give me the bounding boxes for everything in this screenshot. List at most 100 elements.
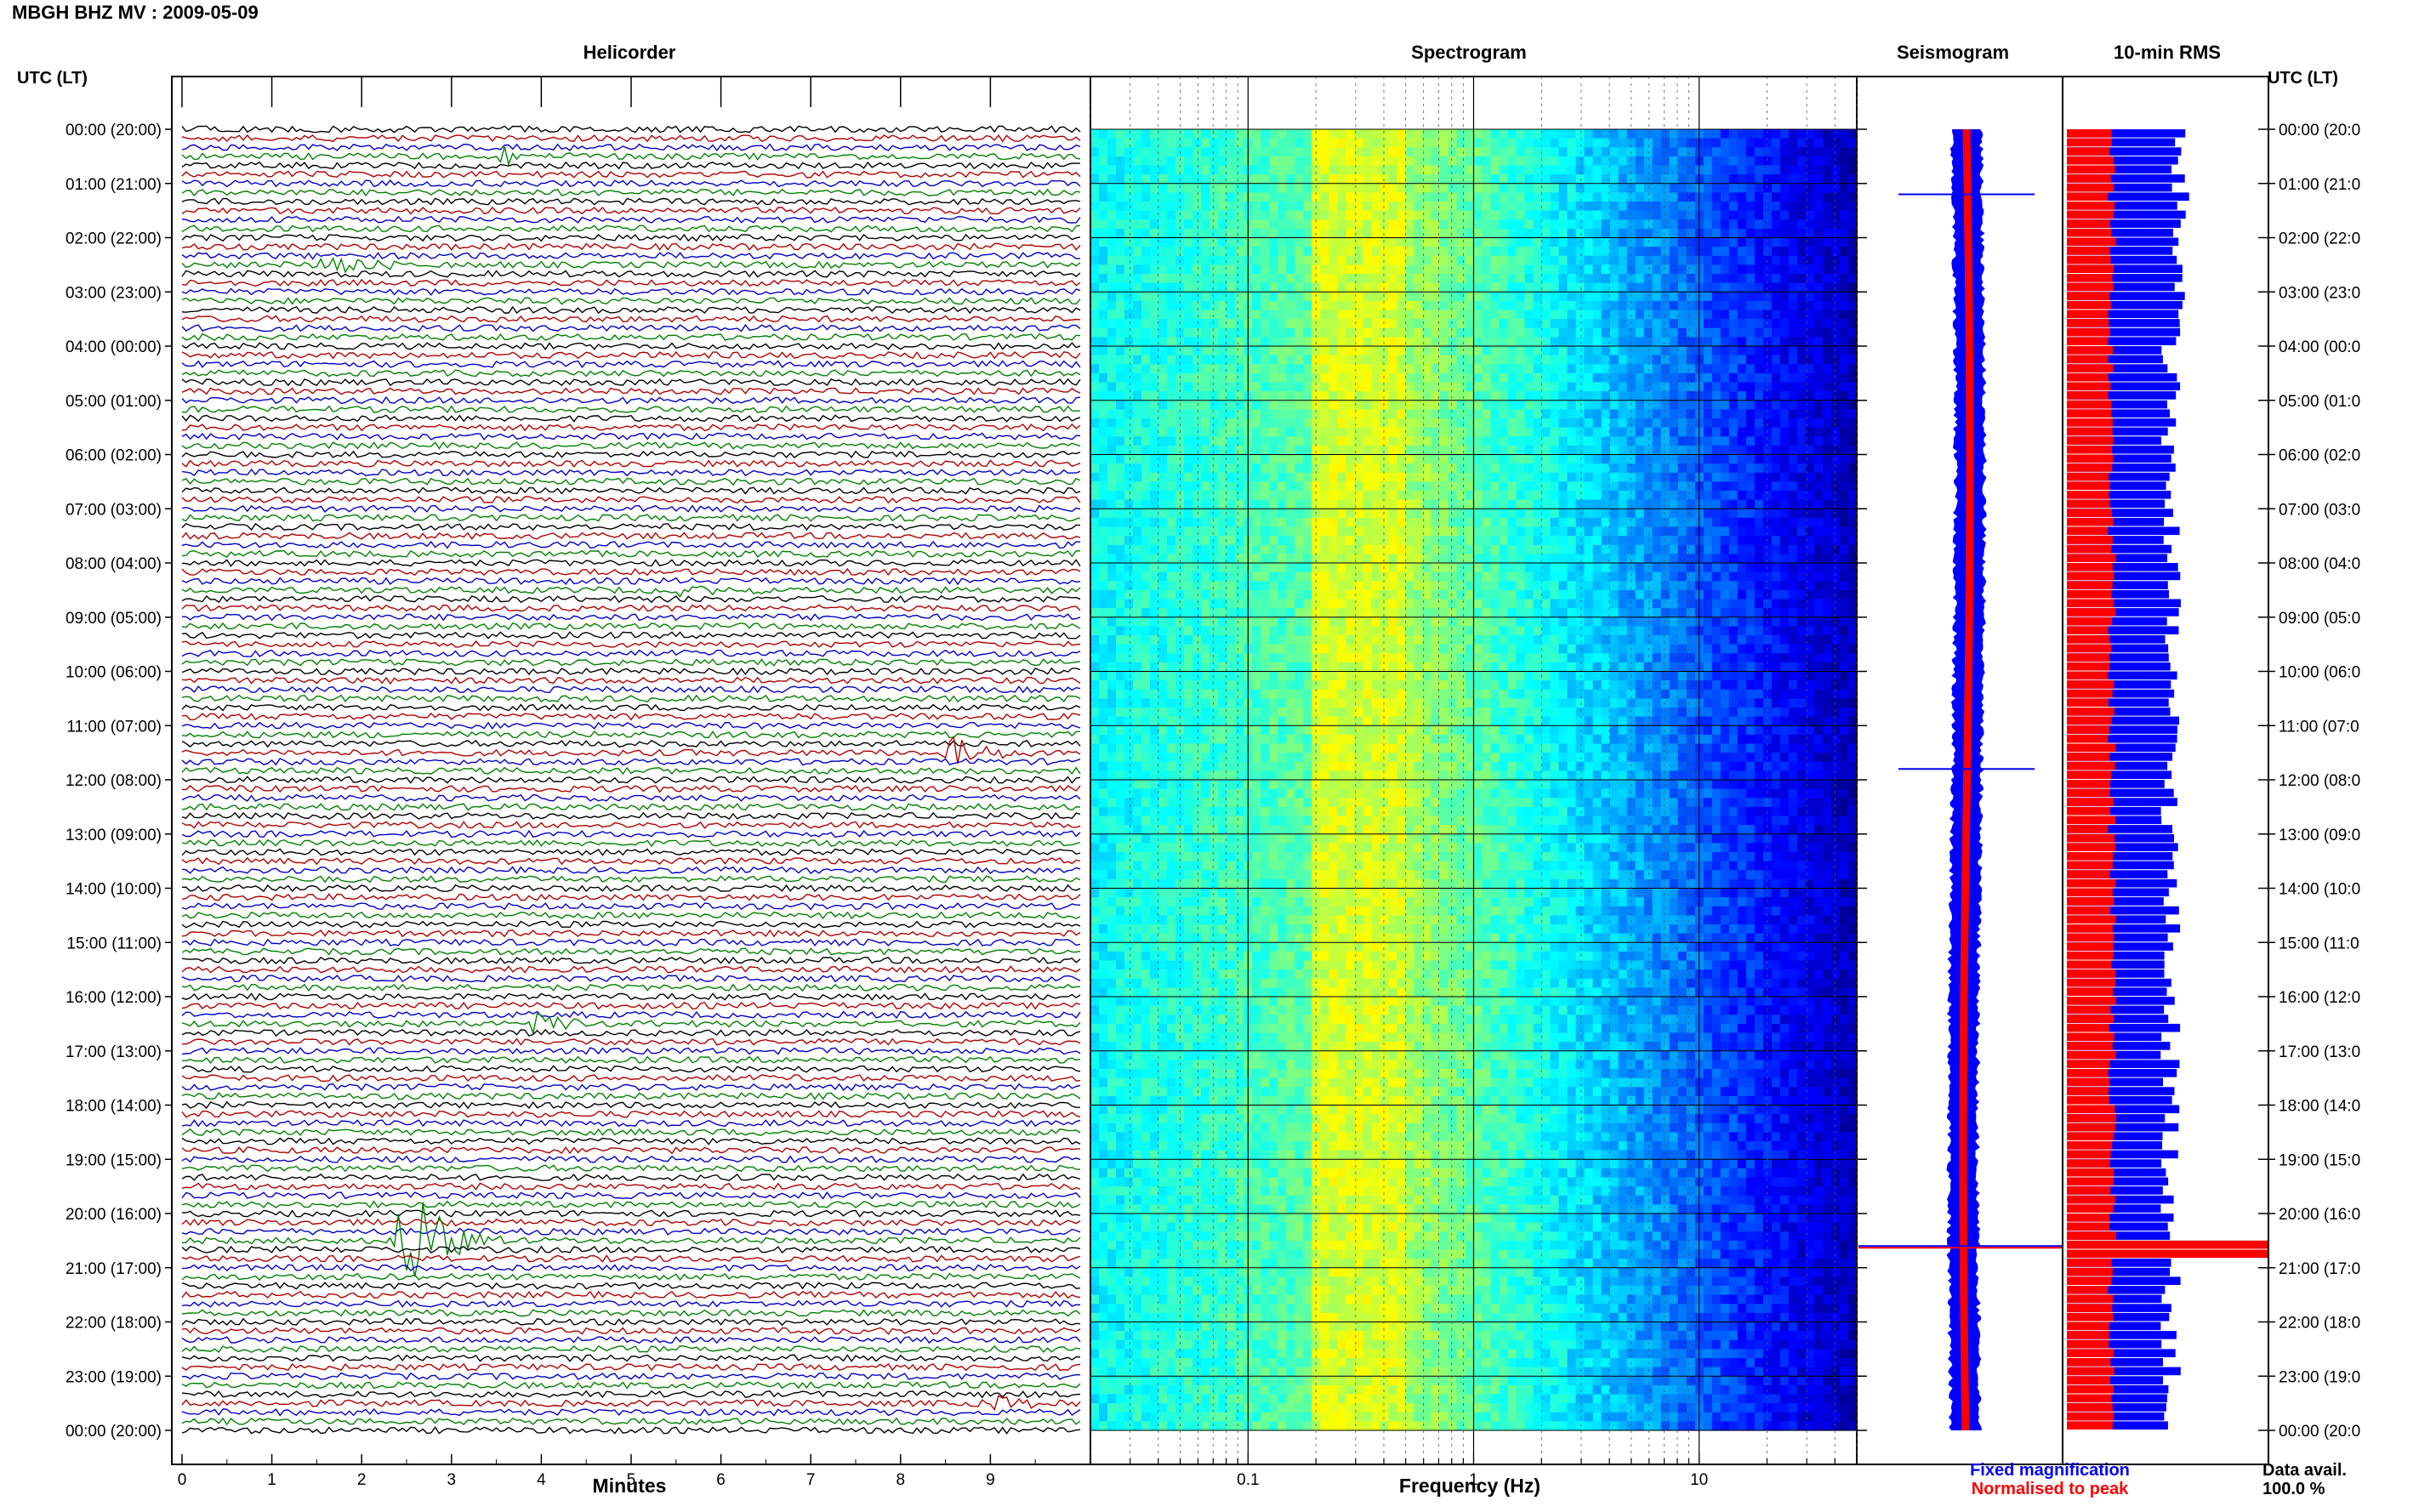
time-label-right: 00:00 (20:0 bbox=[2279, 122, 2360, 139]
rms-bar-fixed bbox=[2067, 1141, 2162, 1150]
rms-bar-normalised bbox=[2067, 571, 2114, 581]
helicorder-tick-label: 6 bbox=[716, 1471, 726, 1489]
rms-bar-fixed bbox=[2067, 544, 2172, 554]
helicorder-trace bbox=[181, 965, 1081, 974]
rms-bar-normalised bbox=[2067, 554, 2116, 562]
rms-bar-normalised bbox=[2067, 626, 2109, 634]
rms-bar-normalised bbox=[2067, 852, 2114, 861]
rms-bar-normalised bbox=[2067, 1259, 2112, 1267]
rms-bar-normalised bbox=[2067, 1294, 2114, 1304]
rms-bar-fixed bbox=[2067, 509, 2173, 517]
helicorder-trace bbox=[181, 549, 1081, 558]
helicorder-trace bbox=[181, 342, 1081, 350]
helicorder-trace bbox=[181, 1012, 1081, 1036]
rms-bar-fixed bbox=[2067, 608, 2179, 617]
time-label-left: 17:00 (13:00) bbox=[65, 1043, 162, 1061]
helicorder-trace bbox=[181, 1327, 1081, 1335]
rms-bar-fixed bbox=[2067, 662, 2171, 671]
rms-bar-normalised bbox=[2067, 743, 2116, 753]
rms-bar-fixed bbox=[2067, 427, 2168, 436]
rms-bar-normalised bbox=[2067, 1032, 2114, 1042]
helicorder-trace bbox=[181, 1272, 1081, 1282]
rms-bar-fixed bbox=[2067, 978, 2171, 987]
helicorder-trace bbox=[181, 1254, 1081, 1263]
time-label-right: 06:00 (02:0 bbox=[2279, 447, 2360, 465]
rms-bar-fixed bbox=[2067, 156, 2178, 165]
helicorder-trace bbox=[181, 414, 1081, 423]
rms-bar-normalised bbox=[2067, 888, 2113, 897]
rms-bar-fixed bbox=[2067, 327, 2181, 337]
helicorder-trace bbox=[181, 1395, 1081, 1412]
rms-bar-normalised bbox=[2067, 725, 2109, 734]
helicorder-trace bbox=[181, 360, 1081, 368]
rms-bar-fixed bbox=[2067, 481, 2166, 490]
helicorder-trace bbox=[181, 459, 1081, 468]
rms-bar-fixed bbox=[2067, 372, 2177, 382]
helicorder-trace bbox=[181, 179, 1081, 188]
rms-bar-normalised bbox=[2067, 653, 2109, 662]
rms-bar-fixed bbox=[2067, 581, 2168, 589]
time-label-left: 20:00 (16:00) bbox=[65, 1206, 162, 1224]
time-label-right: 12:00 (08:0 bbox=[2279, 772, 2360, 790]
rms-bar-fixed bbox=[2067, 264, 2183, 273]
helicorder-trace bbox=[182, 1055, 1081, 1065]
helicorder-trace bbox=[181, 821, 1081, 829]
rms-bar-normalised bbox=[2067, 671, 2109, 680]
rms-bar-normalised bbox=[2067, 237, 2116, 247]
time-label-right: 15:00 (11:0 bbox=[2279, 935, 2359, 952]
time-label-right: 21:00 (17:0 bbox=[2279, 1260, 2360, 1278]
rms-bar-normalised bbox=[2067, 327, 2110, 337]
helicorder-trace bbox=[181, 270, 1081, 278]
rms-bar-normalised bbox=[2067, 915, 2116, 924]
time-label-right: 11:00 (07:0 bbox=[2279, 718, 2359, 736]
rms-bars bbox=[2067, 129, 2268, 1430]
rms-bar-fixed bbox=[2067, 1095, 2172, 1105]
time-label-left: 21:00 (17:00) bbox=[65, 1260, 162, 1278]
rms-bar-normalised bbox=[2067, 156, 2114, 165]
helicorder-title: Helicorder bbox=[583, 42, 676, 63]
rms-bar-fixed bbox=[2067, 517, 2165, 526]
helicorder-trace bbox=[181, 1100, 1080, 1110]
helicorder-trace bbox=[181, 631, 1081, 639]
rms-bar-fixed bbox=[2067, 247, 2173, 255]
time-label-right: 13:00 (09:0 bbox=[2279, 827, 2360, 844]
rms-bar-normalised bbox=[2067, 391, 2109, 400]
time-label-left: 15:00 (11:00) bbox=[66, 935, 162, 952]
rms-bar-fixed bbox=[2067, 1322, 2161, 1331]
rms-bar-normalised bbox=[2067, 788, 2110, 798]
rms-bar-fixed bbox=[2067, 300, 2183, 310]
figure-title: MBGH BHZ MV : 2009-05-09 bbox=[12, 2, 259, 23]
rms-bar-fixed bbox=[2067, 1331, 2177, 1339]
helicorder-trace bbox=[181, 531, 1081, 540]
helicorder-trace bbox=[181, 378, 1081, 387]
helicorder-trace bbox=[181, 257, 1081, 274]
rms-bar-normalised bbox=[2067, 1123, 2115, 1132]
helicorder-trace bbox=[181, 1344, 1081, 1354]
rms-bar-fixed bbox=[2067, 1403, 2166, 1412]
rms-bar-normalised bbox=[2067, 689, 2113, 698]
rms-bar-fixed bbox=[2067, 716, 2179, 725]
rms-bar-fixed bbox=[2067, 472, 2170, 481]
legend-fixed: Fixed magnification bbox=[1970, 1461, 2130, 1480]
rms-bar-fixed bbox=[2067, 770, 2172, 779]
helicorder-trace bbox=[181, 838, 1081, 848]
rms-bar-normalised bbox=[2067, 1384, 2114, 1394]
rms-bar-fixed bbox=[2067, 743, 2176, 753]
helicorder-trace bbox=[181, 134, 1081, 143]
time-label-left: 06:00 (02:00) bbox=[65, 447, 162, 465]
rms-bar-fixed bbox=[2067, 924, 2181, 933]
rms-bar-normalised bbox=[2067, 1105, 2115, 1114]
rms-bar-normalised bbox=[2067, 924, 2113, 933]
helicorder-trace bbox=[181, 1137, 1081, 1145]
rms-bar-normalised bbox=[2067, 906, 2110, 915]
right-axis-header: UTC (LT) bbox=[2268, 69, 2338, 88]
helicorder-trace bbox=[181, 432, 1081, 441]
rms-bar-fixed bbox=[2067, 635, 2166, 644]
rms-bar-normalised bbox=[2067, 1412, 2114, 1421]
helicorder-trace bbox=[181, 1227, 1081, 1236]
rms-bar-normalised bbox=[2067, 1095, 2109, 1105]
rms-bar-normalised bbox=[2067, 129, 2112, 138]
rms-bar-normalised bbox=[2067, 1087, 2109, 1095]
helicorder-trace bbox=[181, 929, 1081, 938]
time-label-right: 20:00 (16:0 bbox=[2279, 1206, 2360, 1224]
